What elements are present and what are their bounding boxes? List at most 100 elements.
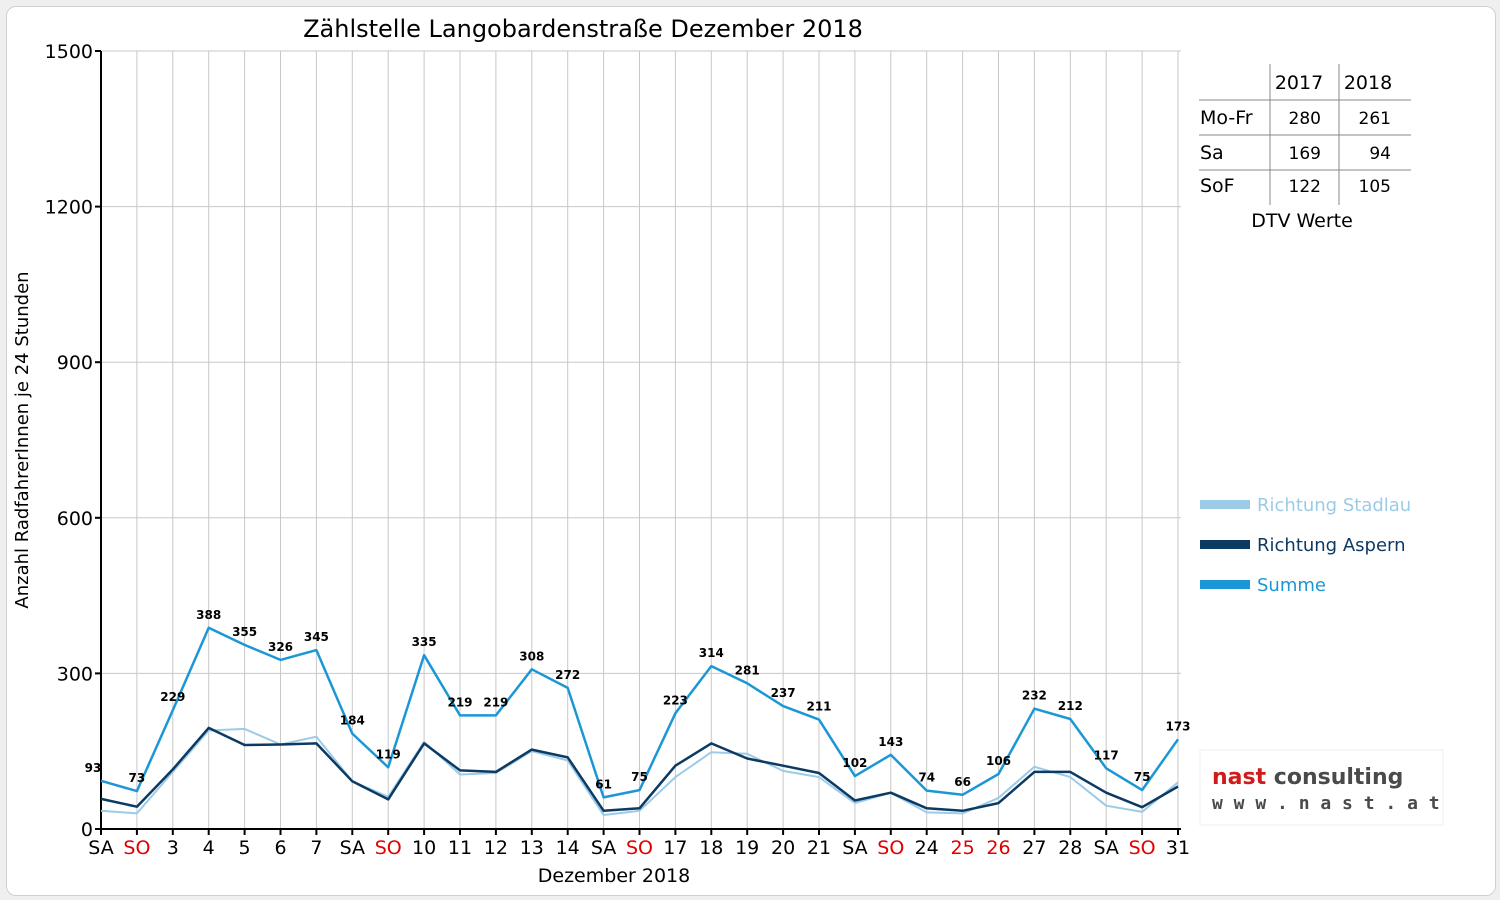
x-tick-label: SO (123, 837, 150, 859)
dtv-cell: 280 (1289, 109, 1321, 129)
data-label: 345 (304, 630, 329, 644)
data-label: 173 (1165, 719, 1190, 733)
logo-text: nast consulting (1212, 765, 1403, 790)
y-tick-label: 0 (81, 819, 93, 841)
x-tick-label: 4 (203, 837, 215, 859)
data-label: 117 (1094, 748, 1119, 762)
x-tick-label: 26 (986, 837, 1010, 859)
data-label: 66 (954, 775, 971, 789)
x-tick-label: 21 (807, 837, 831, 859)
x-tick-label: SA (88, 837, 113, 859)
data-label: 308 (519, 649, 544, 663)
y-tick-label: 600 (57, 508, 93, 530)
legend-swatch (1200, 580, 1250, 589)
legend-label: Richtung Aspern (1257, 535, 1406, 556)
chart-title: Zählstelle Langobardenstraße Dezember 20… (303, 15, 863, 43)
legend-label: Summe (1257, 575, 1326, 596)
legend: Richtung Stadlau Richtung Aspern Summe (1200, 495, 1411, 596)
y-tick-label: 1200 (45, 197, 93, 219)
x-tick-label: SA (842, 837, 867, 859)
x-tick-label: SO (1129, 837, 1156, 859)
y-tick-label: 1500 (45, 41, 93, 63)
dtv-caption: DTV Werte (1251, 210, 1353, 232)
x-tick-label: 13 (520, 837, 544, 859)
data-label: 335 (412, 635, 437, 649)
data-label: 184 (340, 714, 365, 728)
data-label: 211 (806, 700, 831, 714)
data-label: 232 (1022, 689, 1047, 703)
data-label: 61 (595, 777, 612, 791)
data-label: 212 (1058, 699, 1083, 713)
data-label: 219 (483, 695, 508, 709)
grid (101, 50, 1181, 829)
x-tick-label: 19 (735, 837, 759, 859)
x-tick-label: SA (340, 837, 365, 859)
data-label: 272 (555, 668, 580, 682)
logo-box (1199, 749, 1444, 826)
legend-swatch (1200, 500, 1250, 509)
x-tick-label: 20 (771, 837, 795, 859)
x-tick-label: 6 (274, 837, 286, 859)
dtv-row-label: Mo-Fr (1200, 107, 1253, 129)
data-label: 223 (663, 693, 688, 707)
x-tick-label: 24 (915, 837, 939, 859)
x-tick-label: SO (877, 837, 904, 859)
x-tick-label: 28 (1058, 837, 1082, 859)
legend-swatch (1200, 540, 1250, 549)
x-tick-label: 5 (239, 837, 251, 859)
y-tick-label: 300 (57, 663, 93, 685)
data-label: 143 (878, 735, 903, 749)
dtv-cell: 105 (1359, 177, 1391, 197)
x-tick-label: 25 (951, 837, 975, 859)
data-label: 388 (196, 608, 221, 622)
x-tick-label: 17 (663, 837, 687, 859)
data-label: 102 (842, 756, 867, 770)
chart-frame (6, 6, 1496, 896)
data-label: 75 (631, 770, 648, 784)
x-tick-label: 27 (1022, 837, 1046, 859)
x-tick-label: 14 (556, 837, 580, 859)
data-label: 355 (232, 625, 257, 639)
x-tick-label: 7 (310, 837, 322, 859)
y-axis-label: Anzahl RadfahrerInnen je 24 Stunden (12, 271, 33, 608)
y-tick-label: 900 (57, 352, 93, 374)
dtv-cell: 94 (1369, 144, 1391, 164)
x-tick-label: 12 (484, 837, 508, 859)
logo: nast consulting w w w . n a s t . a t (1199, 749, 1444, 826)
dtv-row-label: Sa (1200, 142, 1224, 164)
data-label: 73 (129, 771, 146, 785)
x-tick-label: 18 (699, 837, 723, 859)
dtv-cell: 169 (1289, 144, 1321, 164)
x-tick-label: 10 (412, 837, 436, 859)
series-line-3 (100, 626, 1180, 799)
data-label: 74 (918, 771, 935, 785)
dtv-cell: 261 (1359, 109, 1391, 129)
data-label: 326 (268, 640, 293, 654)
legend-label: Richtung Stadlau (1257, 495, 1411, 516)
x-tick-label: SA (591, 837, 616, 859)
x-tick-label: 3 (167, 837, 179, 859)
data-label: 106 (986, 754, 1011, 768)
data-label: 75 (1134, 770, 1151, 784)
dtv-table: 2017 2018 Mo-Fr 280 261 Sa 169 94 SoF 12… (1199, 64, 1411, 232)
dtv-cell: 122 (1289, 177, 1321, 197)
x-tick-label: 11 (448, 837, 472, 859)
series-lines (100, 626, 1180, 816)
logo-url: w w w . n a s t . a t (1212, 793, 1440, 814)
dtv-column-2018: 2018 (1344, 72, 1392, 94)
data-label: 93 (85, 761, 102, 775)
x-tick-label: SO (375, 837, 402, 859)
dtv-column-2017: 2017 (1275, 72, 1323, 94)
x-tick-label: 31 (1166, 837, 1190, 859)
data-label: 281 (735, 663, 760, 677)
data-label: 237 (771, 686, 796, 700)
data-label: 229 (160, 690, 185, 704)
data-label: 314 (699, 646, 724, 660)
dtv-row-label: SoF (1200, 175, 1235, 197)
series-line-2 (100, 726, 1179, 813)
x-axis-label: Dezember 2018 (538, 865, 690, 887)
x-tick-label: SO (626, 837, 653, 859)
data-labels: 93 73 229 388 355 326 345 184 119 335 219 219 308 272… (85, 608, 1191, 792)
